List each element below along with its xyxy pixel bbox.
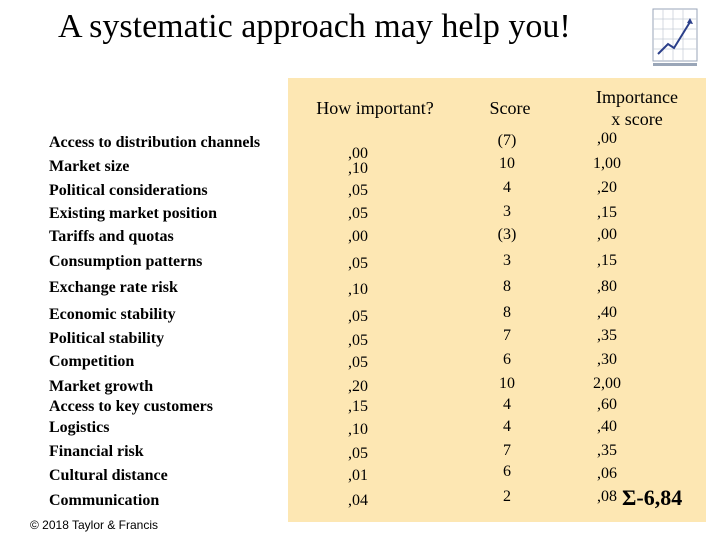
row-label: Market growth bbox=[49, 378, 154, 395]
row-score: (7) bbox=[497, 132, 517, 149]
row-label: Political stability bbox=[49, 330, 165, 347]
row-importance: ,01 bbox=[348, 467, 368, 484]
row-result: 1,00 bbox=[593, 155, 621, 172]
row-importance: ,10 bbox=[348, 160, 368, 177]
row-score: 7 bbox=[503, 327, 511, 344]
row-importance: ,05 bbox=[348, 205, 368, 222]
row-importance: ,10 bbox=[348, 421, 368, 438]
row-score: 3 bbox=[503, 252, 511, 269]
header-score: Score bbox=[489, 98, 531, 118]
row-label: Financial risk bbox=[49, 443, 144, 460]
row-label: Cultural distance bbox=[49, 467, 168, 484]
row-label: Access to distribution channels bbox=[49, 134, 261, 151]
row-score: 10 bbox=[499, 155, 515, 172]
row-importance: ,05 bbox=[348, 332, 368, 349]
page-title: A systematic approach may help you! bbox=[58, 8, 571, 45]
row-label: Existing market position bbox=[49, 205, 218, 222]
header-result-line1: Importance bbox=[596, 87, 678, 107]
row-label: Exchange rate risk bbox=[49, 279, 178, 296]
row-label: Consumption patterns bbox=[49, 253, 203, 270]
row-importance: ,20 bbox=[348, 378, 368, 395]
row-result: ,60 bbox=[597, 396, 617, 413]
row-score: 6 bbox=[503, 351, 511, 368]
row-result: ,80 bbox=[597, 278, 617, 295]
row-result: ,20 bbox=[597, 179, 617, 196]
row-score: 7 bbox=[503, 442, 511, 459]
row-label: Political considerations bbox=[49, 182, 208, 199]
row-importance: ,05 bbox=[348, 255, 368, 272]
total-sum: Σ-6,84 bbox=[622, 485, 683, 510]
row-importance: ,04 bbox=[348, 492, 368, 509]
row-importance: ,05 bbox=[348, 308, 368, 325]
row-importance: ,10 bbox=[348, 281, 368, 298]
row-score: 3 bbox=[503, 203, 511, 220]
header-result-line2: x score bbox=[611, 109, 663, 129]
score-panel bbox=[288, 78, 706, 522]
row-result: ,00 bbox=[597, 226, 617, 243]
row-result: ,06 bbox=[597, 465, 617, 482]
row-importance: ,05 bbox=[348, 354, 368, 371]
row-result: ,30 bbox=[597, 351, 617, 368]
header-result: Importance x score bbox=[572, 86, 702, 130]
row-result: ,35 bbox=[597, 327, 617, 344]
row-result: ,15 bbox=[597, 204, 617, 221]
row-label: Economic stability bbox=[49, 306, 176, 323]
row-score: 4 bbox=[503, 179, 511, 196]
row-result: ,00 bbox=[597, 130, 617, 147]
row-result: ,40 bbox=[597, 304, 617, 321]
growth-chart-logo-icon bbox=[652, 8, 698, 66]
row-result: ,40 bbox=[597, 418, 617, 435]
row-score: 6 bbox=[503, 463, 511, 480]
row-result: ,35 bbox=[597, 442, 617, 459]
copyright: © 2018 Taylor & Francis bbox=[30, 518, 159, 532]
row-importance: ,15 bbox=[348, 398, 368, 415]
row-importance: ,00 bbox=[348, 145, 368, 162]
row-result: ,08 bbox=[597, 488, 617, 505]
row-label: Access to key customers bbox=[49, 398, 213, 415]
row-result: 2,00 bbox=[593, 375, 621, 392]
header-importance: How important? bbox=[316, 98, 434, 118]
row-score: 4 bbox=[503, 396, 511, 413]
row-label: Competition bbox=[49, 353, 135, 370]
row-result: ,15 bbox=[597, 252, 617, 269]
row-score: 10 bbox=[499, 375, 515, 392]
row-importance: ,00 bbox=[348, 228, 368, 245]
row-score: 8 bbox=[503, 278, 511, 295]
row-importance: ,05 bbox=[348, 182, 368, 199]
row-label: Tariffs and quotas bbox=[49, 228, 174, 245]
row-label: Logistics bbox=[49, 419, 110, 436]
row-label: Communication bbox=[49, 492, 160, 509]
row-score: 4 bbox=[503, 418, 511, 435]
row-score: 2 bbox=[503, 488, 511, 505]
row-score: (3) bbox=[497, 226, 517, 243]
row-label: Market size bbox=[49, 158, 130, 175]
row-score: 8 bbox=[503, 304, 511, 321]
row-importance: ,05 bbox=[348, 445, 368, 462]
